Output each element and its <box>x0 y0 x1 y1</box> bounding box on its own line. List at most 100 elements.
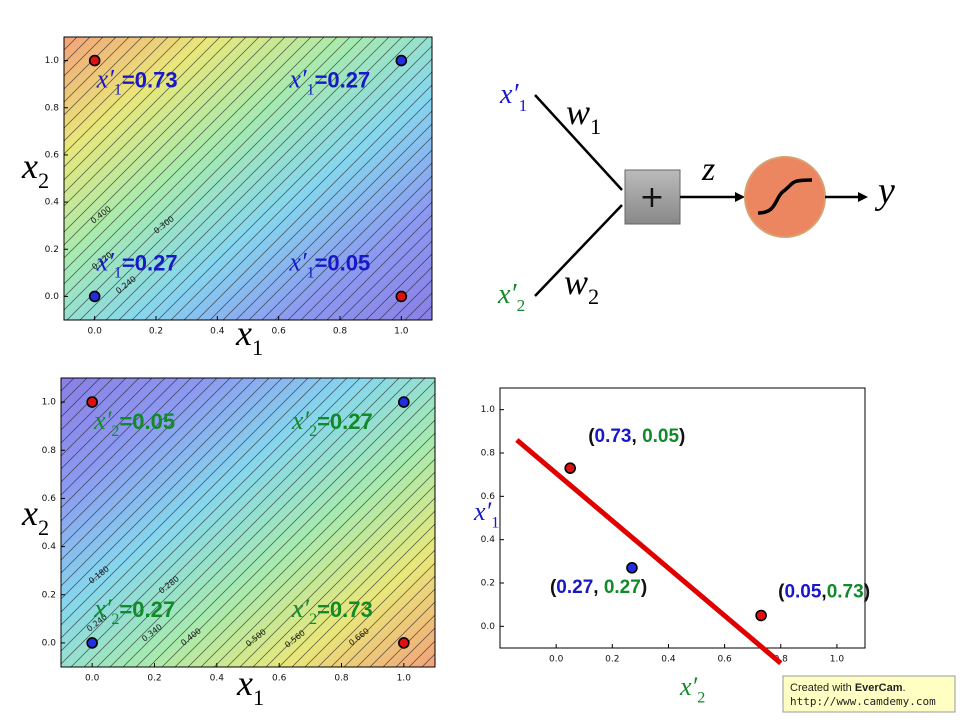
contour-line <box>248 136 432 320</box>
annotation: x′1=0.05 <box>288 247 370 281</box>
contour-line <box>313 201 432 320</box>
annotation-value: =0.27 <box>317 409 373 434</box>
x-tick-label: 0.2 <box>147 674 161 684</box>
contour-line <box>61 378 244 561</box>
label-sub: 1 <box>519 96 528 115</box>
contour-line <box>61 378 205 522</box>
label-sub: 2 <box>697 689 705 706</box>
data-point <box>398 637 410 649</box>
y-tick-label: 0.2 <box>45 245 59 255</box>
contour-line <box>330 562 435 667</box>
x-tick-label: 0.6 <box>272 327 287 337</box>
point-label-part: ) <box>864 582 870 603</box>
x-tick-label: 0.2 <box>605 655 619 665</box>
contour-line <box>265 497 435 667</box>
label-var: x′ <box>499 79 519 110</box>
contour-line <box>122 378 413 667</box>
contour-line <box>343 575 435 667</box>
contour-line <box>365 253 432 320</box>
x-tick-label: 0.0 <box>549 655 564 665</box>
y-tick-label: 0.6 <box>45 150 60 160</box>
footer-suffix: . <box>903 682 906 694</box>
contour-line <box>64 37 169 142</box>
annotation-sub: 2 <box>309 423 317 440</box>
contour-line <box>61 378 309 626</box>
footer-url: http://www.camdemy.com <box>790 695 936 708</box>
weight-label: w2 <box>564 262 599 309</box>
label-sub: 1 <box>590 114 601 139</box>
contour-line <box>144 37 429 320</box>
plot-frame <box>60 377 436 668</box>
contour-line <box>96 378 387 667</box>
data-point <box>395 290 408 303</box>
contour-line <box>183 71 432 320</box>
contour-line <box>356 588 435 667</box>
contour-line <box>161 393 435 667</box>
annotation: x′1=0.27 <box>96 247 178 281</box>
contour-line <box>64 37 338 311</box>
footer-credit: Created with EverCam. <box>790 682 906 694</box>
contour-line <box>61 378 257 574</box>
annotation-var: x′ <box>96 247 115 276</box>
point-label-part: ) <box>641 577 647 598</box>
label-sub: 2 <box>517 296 526 315</box>
data-point <box>398 396 410 408</box>
sum-node <box>624 169 681 225</box>
label-var: x <box>236 663 253 703</box>
label-var: x <box>21 146 38 186</box>
decision-line <box>515 438 783 666</box>
x-tick-label: 0.6 <box>272 674 287 684</box>
contour-line <box>200 432 435 667</box>
contour-line <box>64 37 247 220</box>
point-label: (0.05,0.73) <box>778 582 870 603</box>
y-tick-label: 0.0 <box>42 638 57 648</box>
label-var: x <box>235 313 252 353</box>
contour-line <box>64 37 234 207</box>
contour-line <box>369 601 435 667</box>
contour-line <box>148 380 435 667</box>
contour-line <box>352 240 432 320</box>
label-var: w <box>566 92 590 132</box>
point-label-part: ( <box>588 426 595 447</box>
x-tick-label: 0.4 <box>661 655 676 665</box>
data-point <box>755 609 767 622</box>
annotation-sub: 1 <box>114 82 122 99</box>
label-var: w <box>564 262 588 302</box>
contour-line <box>64 37 182 155</box>
annotation: x′2=0.73 <box>291 594 373 628</box>
y-tick-label: 1.0 <box>42 398 57 408</box>
x-axis-label: x1 <box>236 663 264 710</box>
point-label-part: ( <box>550 577 557 598</box>
annotation-value: =0.27 <box>122 250 178 275</box>
y-tick-label: 0.4 <box>42 542 57 552</box>
point-label-part: 0.73 <box>827 582 864 603</box>
sum-symbol: + <box>639 180 664 215</box>
contour-line <box>239 471 435 667</box>
x-tick-label: 0.0 <box>85 674 100 684</box>
contour-line <box>304 536 435 667</box>
y-axis-label: x2 <box>21 146 49 193</box>
contour-fill <box>64 37 432 320</box>
contour-line <box>61 378 114 431</box>
annotation-var: x′ <box>93 406 112 435</box>
contour-line <box>83 378 374 667</box>
point-label-part: , <box>593 577 604 598</box>
point-label-part: 0.27 <box>604 577 641 598</box>
label-sub: 2 <box>38 168 49 193</box>
contour-line <box>61 378 231 548</box>
label-var: x′ <box>473 497 492 526</box>
annotation-value: =0.73 <box>122 68 178 93</box>
y-tick-label: 0.2 <box>42 590 56 600</box>
data-point <box>395 54 408 67</box>
contour-line <box>317 549 435 667</box>
point-label-part: , <box>821 582 826 603</box>
annotation: x′2=0.27 <box>291 406 373 440</box>
annotation-var: x′ <box>291 406 310 435</box>
point-label: (0.73, 0.05) <box>588 426 685 447</box>
contour-line <box>187 419 435 667</box>
x-tick-label: 0.4 <box>210 674 225 684</box>
contour-line <box>64 37 156 129</box>
annotation-sub: 2 <box>111 423 119 440</box>
